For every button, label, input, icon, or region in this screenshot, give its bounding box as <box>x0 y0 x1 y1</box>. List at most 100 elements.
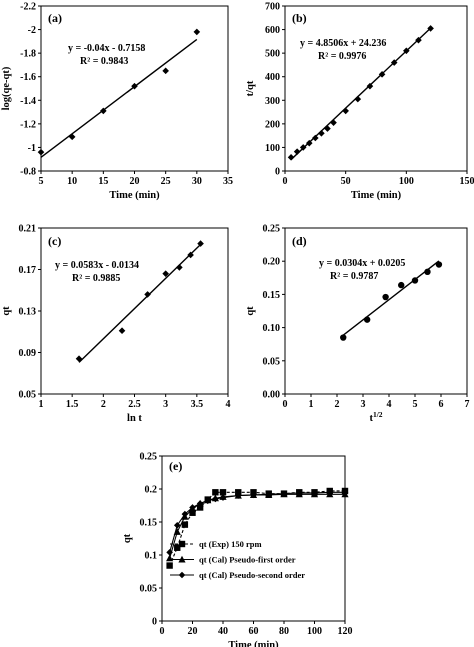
plot-frame <box>40 227 229 395</box>
y-tick-label: -1.2 <box>20 119 36 130</box>
panel-label: (d) <box>292 234 307 248</box>
data-point <box>318 129 325 137</box>
x-tick-label: 4 <box>387 399 392 410</box>
data-point <box>415 36 422 44</box>
y-tick-label: 0.2 <box>145 485 158 496</box>
y-tick-label: 0.13 <box>19 307 37 318</box>
x-axis-label-text: Time (min) <box>351 190 402 201</box>
x-tick-label: 15 <box>98 176 108 187</box>
data-point <box>293 148 301 155</box>
y-tick-label: -1.4 <box>20 96 36 107</box>
plot-frame <box>284 227 468 395</box>
x-tick-label: 40 <box>218 626 228 637</box>
data-point <box>398 281 405 289</box>
x-tick-label: 20 <box>188 626 198 637</box>
x-tick-label: 60 <box>249 626 259 637</box>
series-point <box>265 490 273 498</box>
chart-panel-a: 5 10 15 20 25 30 35 -0.8 -1 -1.2 -1.4 -1.6 -1.8 -2 -2.… <box>1 2 233 202</box>
x-tick-label: 1 <box>309 399 314 410</box>
data-point <box>363 316 371 323</box>
x-tick-label: 35 <box>223 176 233 187</box>
data-point <box>427 25 434 32</box>
data-point <box>390 59 398 66</box>
y-tick-label: 0.1 <box>145 551 158 562</box>
x-tick-label: 150 <box>460 176 474 187</box>
y-tick-label: -2.2 <box>20 2 36 13</box>
x-axis-label-text: Time (min) <box>109 190 160 201</box>
x-tick-label: 3 <box>163 399 168 410</box>
y-axis-label: qt <box>1 306 12 316</box>
data-point <box>382 293 389 301</box>
x-tick-label: 50 <box>341 176 351 187</box>
x-axis-label-superscript: 1/2 <box>373 410 383 419</box>
panel-label: (e) <box>169 459 182 473</box>
series-point <box>326 489 334 496</box>
x-tick-label: 25 <box>161 176 171 187</box>
x-tick-label: 20 <box>130 176 140 187</box>
y-tick-label: 0.09 <box>19 348 37 359</box>
x-tick-label: 1 <box>39 399 44 410</box>
series-point <box>181 521 189 528</box>
y-tick-label: 0.21 <box>19 224 37 235</box>
y-tick-label: 0.20 <box>263 257 281 268</box>
series-point <box>166 562 173 569</box>
fit-r-squared: R² = 0.9976 <box>318 51 366 62</box>
y-axis-label: log(qe-qt) <box>1 66 12 110</box>
x-tick-label: 10 <box>67 176 77 187</box>
data-point <box>100 107 107 115</box>
series-point <box>196 500 204 507</box>
x-tick-label: 2 <box>101 399 106 410</box>
x-tick-label: 3.5 <box>191 399 204 410</box>
data-point <box>378 71 386 78</box>
data-point <box>176 264 183 271</box>
series-line <box>169 490 345 566</box>
x-tick-label: 120 <box>338 626 353 637</box>
x-tick-label: 2 <box>335 399 340 410</box>
series-point <box>189 504 196 511</box>
trend-line <box>40 38 198 158</box>
data-point <box>435 261 443 268</box>
x-tick-label: 2.5 <box>128 399 141 410</box>
data-point <box>324 125 331 132</box>
data-point <box>366 82 374 90</box>
x-tick-label: 100 <box>399 176 414 187</box>
data-point <box>299 144 307 151</box>
x-axis-label: Time (min) <box>109 190 160 201</box>
x-axis-label-text: t <box>369 413 373 424</box>
legend-swatch-marker <box>178 540 186 548</box>
data-point <box>118 327 126 335</box>
legend-entry: qt (Cal) Pseudo-first order <box>199 555 296 565</box>
data-point <box>424 268 431 276</box>
y-tick-label: 100 <box>265 143 280 154</box>
series-point <box>219 494 227 501</box>
data-point <box>131 82 138 90</box>
y-tick-label: 0.15 <box>140 518 158 529</box>
series-point <box>311 489 318 497</box>
y-axis-label: qt <box>245 306 256 316</box>
y-tick-label: 0.05 <box>19 390 37 401</box>
y-tick-label: -2 <box>28 25 36 36</box>
trend-line <box>342 260 440 336</box>
x-tick-label: 5 <box>39 176 44 187</box>
x-axis-label-text: Time (min) <box>228 640 279 647</box>
data-point <box>312 134 319 142</box>
chart-panel-b: 0 50 100 150 0 100 200 300 400 500 600 700 Time (min… <box>245 2 474 202</box>
data-point <box>354 95 362 103</box>
fit-equation: y = 0.0304x + 0.0205 <box>319 258 405 269</box>
data-point <box>411 277 419 284</box>
x-axis-label: Time (min) <box>228 640 279 647</box>
y-tick-label: -1.6 <box>20 72 36 83</box>
y-tick-label: 300 <box>265 96 280 107</box>
fit-r-squared: R² = 0.9885 <box>72 273 120 284</box>
fit-equation: y = 4.8506x + 24.236 <box>300 38 386 49</box>
legend-entry: qt (Cal) Pseudo-second order <box>199 570 305 580</box>
x-axis-label: Time (min) <box>351 190 402 201</box>
y-tick-label: 0.05 <box>140 584 158 595</box>
y-tick-label: 0.05 <box>263 356 281 367</box>
panel-label: (b) <box>292 11 307 25</box>
data-point <box>75 355 83 363</box>
y-tick-label: 0 <box>275 167 280 178</box>
y-tick-label: 0 <box>152 617 157 628</box>
fit-r-squared: R² = 0.9843 <box>80 56 128 67</box>
data-point <box>403 47 410 55</box>
